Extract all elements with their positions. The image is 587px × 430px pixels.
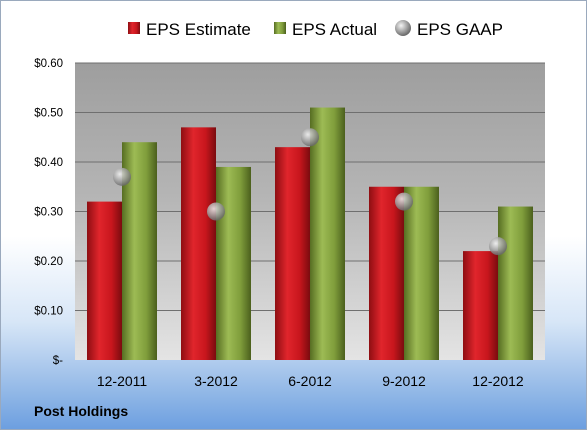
legend-swatch-estimate bbox=[128, 22, 140, 34]
x-category-label: 3-2012 bbox=[194, 373, 238, 389]
x-category-label: 6-2012 bbox=[288, 373, 332, 389]
gaap-marker bbox=[207, 202, 225, 221]
y-tick-label: $0.50 bbox=[34, 108, 63, 120]
legend-label-gaap: EPS GAAP bbox=[417, 20, 503, 39]
legend-swatch-gaap bbox=[395, 20, 411, 36]
bars bbox=[87, 107, 533, 360]
actual-bar bbox=[498, 206, 533, 360]
gaap-marker bbox=[489, 237, 507, 256]
company-name: Post Holdings bbox=[34, 403, 129, 419]
y-tick-label: $- bbox=[53, 355, 63, 367]
gaap-marker bbox=[395, 192, 413, 211]
x-axis-categories: 12-2011 3-2012 6-2012 9-2012 12-2012 bbox=[97, 373, 524, 389]
estimate-bar bbox=[275, 147, 310, 360]
actual-bar bbox=[216, 166, 251, 360]
actual-bar bbox=[404, 186, 439, 360]
estimate-bar bbox=[87, 201, 122, 360]
gaap-marker bbox=[113, 167, 131, 186]
legend: EPS Estimate EPS Actual EPS GAAP bbox=[128, 20, 503, 39]
x-category-label: 12-2011 bbox=[97, 373, 148, 389]
legend-label-estimate: EPS Estimate bbox=[146, 20, 251, 39]
estimate-bar bbox=[369, 186, 404, 360]
x-category-label: 12-2012 bbox=[472, 373, 524, 389]
y-tick-label: $0.30 bbox=[34, 207, 63, 219]
estimate-bar bbox=[463, 251, 498, 360]
estimate-bar bbox=[181, 127, 216, 360]
y-tick-label: $0.60 bbox=[34, 58, 63, 70]
y-tick-label: $0.20 bbox=[34, 256, 63, 268]
y-tick-label: $0.10 bbox=[34, 306, 63, 318]
y-tick-label: $0.40 bbox=[34, 157, 63, 169]
legend-label-actual: EPS Actual bbox=[292, 20, 377, 39]
y-axis-ticks: $- $0.10 $0.20 $0.30 $0.40 $0.50 $0.60 bbox=[34, 58, 63, 367]
gaap-markers bbox=[113, 128, 507, 256]
x-category-label: 9-2012 bbox=[382, 373, 426, 389]
legend-swatch-actual bbox=[274, 22, 286, 34]
actual-bar bbox=[310, 107, 345, 360]
gaap-marker bbox=[301, 128, 319, 147]
